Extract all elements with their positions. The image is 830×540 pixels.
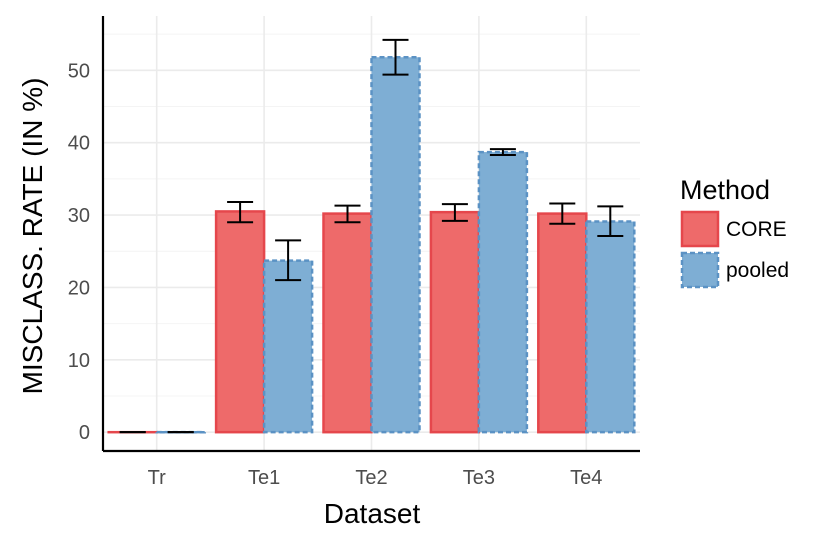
y-tick-labels: 0 10 20 30 40 50: [68, 60, 90, 444]
errorbar-pooled-te2: [382, 38, 409, 76]
errorbar-core-te1: [227, 201, 254, 224]
y-tick-label: 30: [68, 205, 90, 227]
x-tick-label: Te1: [248, 467, 280, 489]
legend-label-pooled: pooled: [726, 259, 789, 282]
legend-key-core: [680, 210, 720, 248]
errorbar-pooled-te3: [489, 148, 516, 156]
errorbar-pooled-te4: [597, 205, 624, 238]
legend-key-pooled: [680, 251, 720, 289]
y-tick-label: 50: [68, 60, 90, 82]
y-tick-label: 40: [68, 133, 90, 155]
legend: Method CORE pooled: [680, 175, 789, 289]
axes: [101, 16, 640, 453]
y-tick-label: 20: [68, 277, 90, 299]
bar-pooled-te4: [585, 220, 636, 434]
x-tick-label: Te3: [463, 467, 495, 489]
bars: [107, 56, 636, 434]
y-axis-title: MISCLASS. RATE (IN %): [17, 78, 48, 395]
x-tick-label: Te2: [355, 467, 387, 489]
x-tick-label: Te4: [570, 467, 602, 489]
x-tick-label: Tr: [148, 467, 166, 489]
bar-core-te2: [322, 212, 373, 434]
errorbar-core-te4: [549, 202, 576, 225]
legend-title: Method: [680, 175, 770, 205]
bar-pooled-te1: [262, 259, 314, 434]
bar-pooled-te2: [370, 56, 421, 434]
bar-core-te4: [537, 212, 588, 434]
errorbar-pooled-te1: [275, 239, 302, 282]
legend-label-core: CORE: [726, 218, 787, 241]
x-axis-title: Dataset: [324, 498, 421, 529]
error-bars: [119, 38, 624, 434]
bar-pooled-te3: [477, 150, 529, 434]
y-tick-label: 0: [79, 422, 90, 444]
bar-core-te3: [429, 210, 481, 434]
errorbar-core-te3: [441, 203, 468, 222]
x-tick-labels: Tr Te1 Te2 Te3 Te4: [148, 467, 603, 489]
errorbar-core-te2: [334, 204, 361, 224]
y-tick-label: 10: [68, 350, 90, 372]
bar-core-te1: [214, 210, 266, 434]
